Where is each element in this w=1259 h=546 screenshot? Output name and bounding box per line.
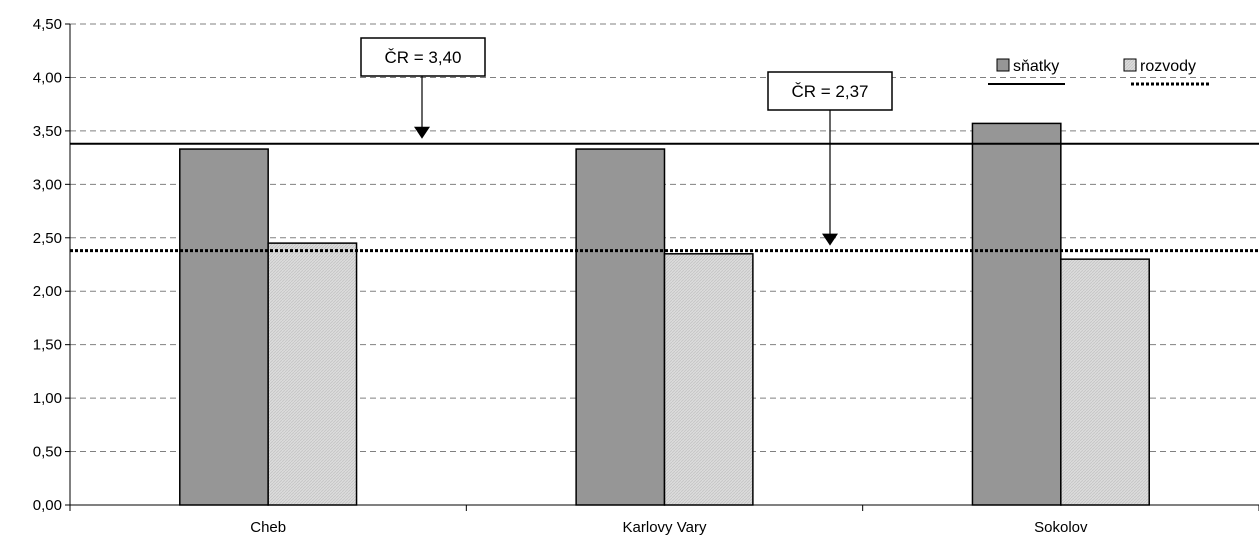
- callouts: ČR = 3,40 ČR = 2,37: [360, 37, 893, 246]
- bar-rozvody: [1060, 258, 1150, 506]
- legend-swatch-rozvody: [1123, 58, 1137, 72]
- legend-label: rozvody: [1140, 58, 1196, 75]
- y-tick-label: 2,00: [33, 283, 62, 300]
- y-tick-label: 1,50: [33, 337, 62, 354]
- reference-lines: [70, 142, 1259, 253]
- x-category-label: Cheb: [250, 519, 286, 536]
- y-tick-label: 0,50: [33, 444, 62, 461]
- callout-label: ČR = 3,40: [384, 48, 461, 67]
- y-tick-label: 3,50: [33, 123, 62, 140]
- callout-box: [360, 37, 486, 77]
- y-tick-label: 1,00: [33, 390, 62, 407]
- y-tick-label: 4,00: [33, 69, 62, 86]
- y-tick-label: 2,50: [33, 230, 62, 247]
- bars: [179, 122, 1150, 506]
- legend-label: sňatky: [1013, 58, 1059, 75]
- y-tick-label: 0,00: [33, 497, 62, 514]
- axes: 0,00 0,50 1,00 1,50 2,00 2,50 3,00 3,50 4,00 4,50…: [33, 16, 1259, 536]
- callout-arrowhead: [822, 233, 838, 246]
- bar-snatky: [971, 122, 1062, 506]
- legend: sňatky rozvody: [988, 58, 1210, 86]
- bar-snatky: [179, 148, 269, 506]
- x-category-label: Karlovy Vary: [623, 519, 707, 536]
- y-tick-label: 3,00: [33, 176, 62, 193]
- callout-label: ČR = 2,37: [791, 82, 868, 101]
- x-category-label: Sokolov: [1034, 519, 1088, 536]
- bar-rozvody: [663, 253, 754, 506]
- callout-arrowhead: [414, 126, 430, 139]
- bar-rozvody: [267, 242, 358, 506]
- y-tick-label: 4,50: [33, 16, 62, 33]
- legend-swatch-snatky: [996, 58, 1010, 72]
- bar-snatky: [575, 148, 666, 506]
